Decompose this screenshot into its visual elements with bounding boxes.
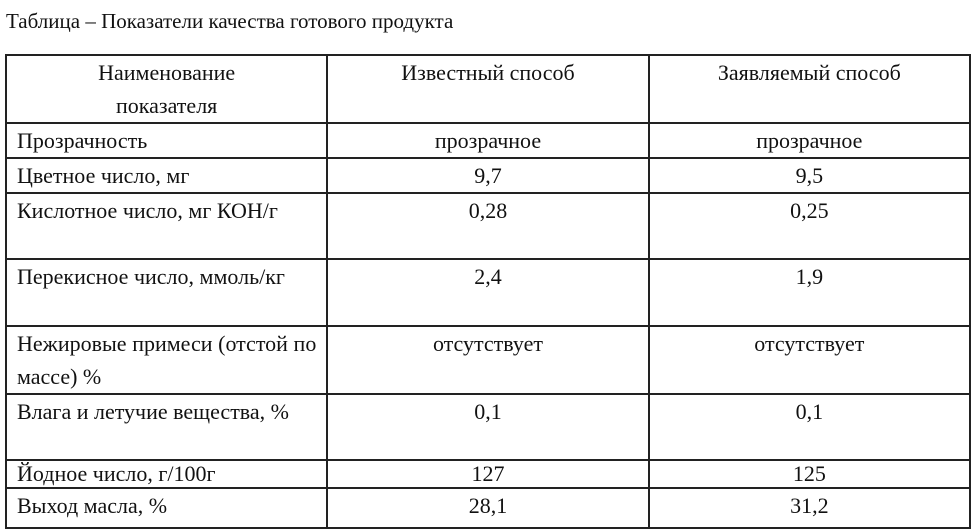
header-cell: Наименование показателя [4, 54, 329, 124]
value-cell: 9,7 [326, 157, 650, 194]
value-cell: 127 [326, 459, 650, 489]
table-caption: Таблица – Показатели качества готового п… [6, 9, 454, 33]
value-cell: 0,1 [326, 393, 650, 461]
indicator-name-cell: Прозрачность [4, 122, 329, 159]
indicator-name-cell: Цветное число, мг [4, 157, 329, 194]
table-row: Выход масла, % 28,1 31,2 [4, 487, 972, 529]
value-cell: отсутствует [647, 325, 972, 395]
value-cell: 125 [647, 459, 972, 489]
table-row: Цветное число, мг 9,7 9,5 [4, 157, 972, 194]
quality-table: Наименование показателя Известный способ… [4, 54, 972, 529]
table-row: Прозрачность прозрачное прозрачное [4, 122, 972, 159]
table-header-row: Наименование показателя Известный способ… [4, 54, 972, 124]
indicator-name-cell: Нежировые примеси (отстой по массе) % [4, 325, 329, 395]
table-row: Перекисное число, ммоль/кг 2,4 1,9 [4, 258, 972, 327]
table-row: Влага и летучие вещества, % 0,1 0,1 [4, 393, 972, 461]
value-cell: 9,5 [647, 157, 972, 194]
value-cell: 31,2 [647, 487, 972, 529]
header-cell: Заявляемый способ [647, 54, 972, 124]
table-row: Йодное число, г/100г 127 125 [4, 459, 972, 489]
indicator-name-cell: Влага и летучие вещества, % [4, 393, 329, 461]
value-cell: 0,25 [647, 192, 972, 260]
indicator-name-cell: Йодное число, г/100г [4, 459, 329, 489]
value-cell: 2,4 [326, 258, 650, 327]
value-cell: 0,28 [326, 192, 650, 260]
table-row: Нежировые примеси (отстой по массе) % отс… [4, 325, 972, 395]
value-cell: отсутствует [326, 325, 650, 395]
value-cell: прозрачное [326, 122, 650, 159]
indicator-name-cell: Кислотное число, мг КОН/г [4, 192, 329, 260]
value-cell: прозрачное [647, 122, 972, 159]
indicator-name-cell: Перекисное число, ммоль/кг [4, 258, 329, 327]
value-cell: 1,9 [647, 258, 972, 327]
table-row: Кислотное число, мг КОН/г 0,28 0,25 [4, 192, 972, 260]
indicator-name-cell: Выход масла, % [4, 487, 329, 529]
value-cell: 0,1 [647, 393, 972, 461]
value-cell: 28,1 [326, 487, 650, 529]
header-cell: Известный способ [326, 54, 650, 124]
